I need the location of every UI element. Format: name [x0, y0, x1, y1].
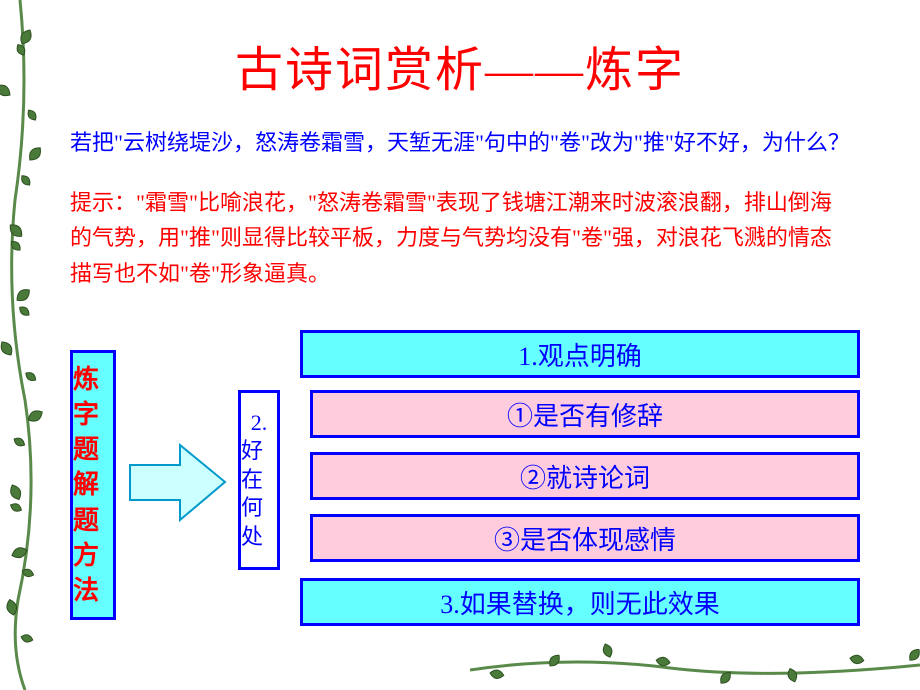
left-vine-decoration	[0, 0, 60, 690]
method-label: 炼字题解题方法	[73, 362, 113, 608]
sub2-box: ②就诗论词	[310, 452, 860, 500]
arrow-icon	[125, 440, 230, 525]
step3-box: 3.如果替换，则无此效果	[300, 578, 860, 626]
good-where-box: 2. 好在何处	[238, 390, 280, 570]
good-label: 好在何处	[241, 437, 277, 551]
sub1-box: ①是否有修辞	[310, 390, 860, 438]
sub3-box: ③是否体现感情	[310, 514, 860, 562]
hint-text: 提示："霜雪"比喻浪花，"怒涛卷霜雪"表现了钱塘江潮来时波滚浪翻，排山倒海的气势…	[70, 185, 850, 291]
sub3-label: ③是否体现感情	[494, 520, 676, 557]
sub2-label: ②就诗论词	[520, 458, 650, 495]
method-label-box: 炼字题解题方法	[70, 350, 116, 620]
page-title: 古诗词赏析——炼字	[0, 0, 920, 100]
step3-label: 3.如果替换，则无此效果	[440, 584, 720, 621]
good-prefix: 2.	[251, 409, 268, 438]
sub1-label: ①是否有修辞	[507, 396, 663, 433]
step1-label: 1.观点明确	[518, 336, 642, 373]
question-text: 若把"云树绕堤沙，怒涛卷霜雪，天堑无涯"句中的"卷"改为"推"好不好，为什么？	[70, 125, 850, 160]
step1-box: 1.观点明确	[300, 330, 860, 378]
bottom-vine-decoration	[470, 640, 920, 690]
